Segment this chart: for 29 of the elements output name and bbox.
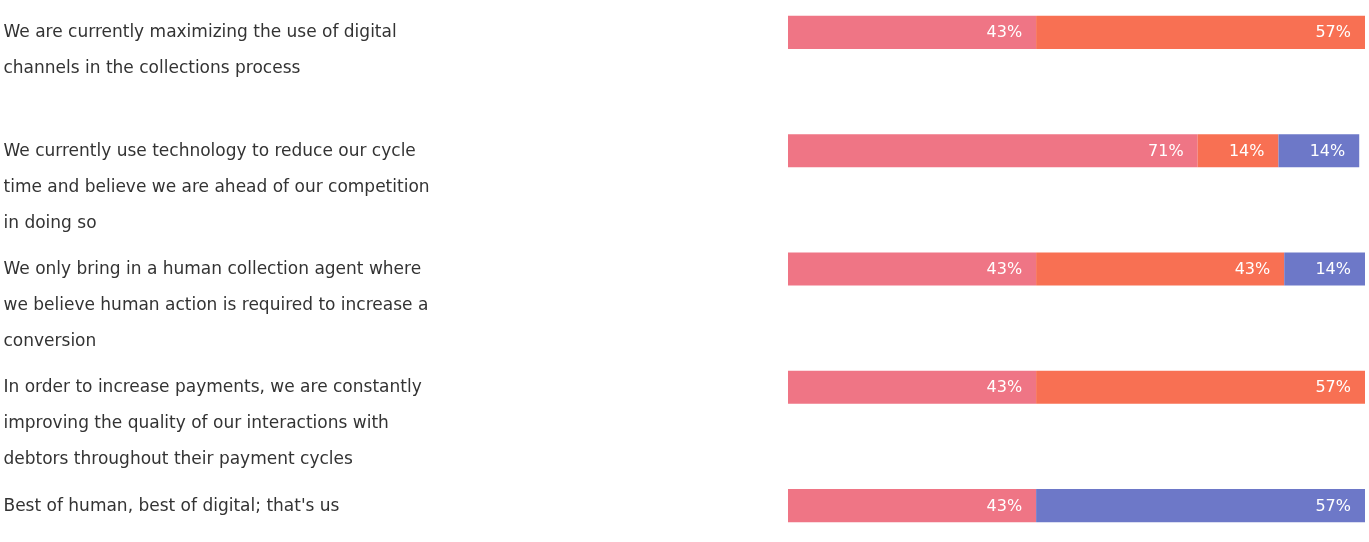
data-label: 57% — [1315, 495, 1351, 515]
y-tick-label: We currently use technology to reduce our cycle time and believe we are ahead of our competition in doing so — [3, 139, 430, 232]
bar — [788, 252, 1037, 286]
data-label: 43% — [986, 377, 1023, 397]
bar — [1197, 134, 1279, 168]
y-tick-label: We are currently maximizing the use of digital channels in the collections process — [3, 21, 397, 78]
bar — [788, 489, 1037, 523]
bar — [1036, 15, 1365, 49]
bar — [788, 15, 1037, 49]
data-label: 43% — [986, 22, 1023, 42]
bar — [1278, 134, 1360, 168]
y-tick-label: Best of human, best of digital; that's us — [3, 494, 340, 515]
data-label: 14% — [1228, 140, 1265, 160]
data-label: 14% — [1315, 259, 1351, 278]
data-label: 43% — [986, 495, 1023, 515]
bar — [788, 134, 1198, 168]
y-tick-label: We only bring in a human collection agent where we believe human action is required to increase a conversion — [3, 258, 429, 350]
data-label: 71% — [1148, 140, 1184, 160]
data-label: 57% — [1315, 22, 1351, 42]
bar — [788, 370, 1037, 404]
data-label: 43% — [986, 259, 1023, 278]
bar — [1284, 252, 1365, 286]
y-tick-label: In order to increase payments, we are constantly improving the quality of our interactions with debtors throughout their payment cycles — [3, 376, 422, 469]
data-label: 43% — [1234, 259, 1271, 278]
bar — [1036, 489, 1365, 523]
data-label: 14% — [1309, 140, 1346, 160]
data-label: 57% — [1315, 377, 1351, 397]
bar — [1036, 370, 1365, 404]
bar — [1036, 252, 1285, 286]
